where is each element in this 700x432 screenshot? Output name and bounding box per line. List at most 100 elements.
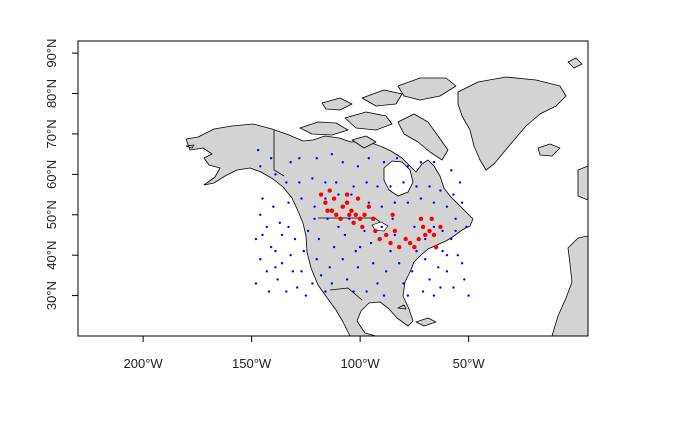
aleutian-islands xyxy=(185,144,195,149)
blue-point xyxy=(267,290,271,293)
red-point xyxy=(323,200,328,205)
blue-point xyxy=(439,189,442,192)
blue-point xyxy=(421,290,425,293)
blue-point xyxy=(402,181,405,184)
y-tick-label: 70°N xyxy=(44,119,59,148)
blue-point xyxy=(380,205,384,208)
blue-point xyxy=(415,249,418,253)
blue-point xyxy=(300,197,303,200)
blue-point xyxy=(261,233,264,237)
plot-frame xyxy=(77,40,589,337)
blue-point xyxy=(274,173,277,176)
red-point xyxy=(396,244,402,250)
blue-point xyxy=(450,169,453,172)
arctic-island xyxy=(299,121,349,136)
red-point xyxy=(388,240,393,246)
blue-point xyxy=(259,213,262,216)
blue-point xyxy=(454,217,457,221)
blue-point xyxy=(395,156,399,160)
blue-point xyxy=(304,294,308,297)
red-point xyxy=(340,204,345,209)
blue-point xyxy=(306,229,310,233)
blue-point xyxy=(460,201,464,204)
blue-point xyxy=(371,262,375,265)
blue-point xyxy=(313,205,316,208)
blue-point xyxy=(424,237,427,241)
y-tick-label: 50°N xyxy=(44,200,59,229)
blue-point xyxy=(287,201,290,204)
arctic-island xyxy=(577,165,588,201)
y-axis: 30°N 40°N 50°N 60°N 70°N 80°N 90°N xyxy=(44,39,78,310)
blue-point xyxy=(452,286,455,289)
blue-point xyxy=(256,148,260,152)
red-point xyxy=(427,228,432,234)
blue-point xyxy=(376,185,379,188)
blue-point xyxy=(456,253,459,257)
blue-point xyxy=(317,237,321,241)
blue-point xyxy=(445,253,449,257)
blue-point xyxy=(313,217,316,221)
caribbean-island xyxy=(415,317,437,327)
us-mexico-border xyxy=(329,287,363,301)
blue-point xyxy=(389,185,392,188)
blue-point xyxy=(261,197,264,200)
blue-point xyxy=(295,286,299,289)
blue-point xyxy=(454,229,457,233)
y-tick-label: 90°N xyxy=(44,39,59,68)
blue-point xyxy=(285,290,288,293)
blue-point xyxy=(332,245,336,249)
blue-point xyxy=(330,282,334,285)
blue-point xyxy=(337,225,340,229)
blue-point xyxy=(463,278,466,281)
blue-point xyxy=(324,290,327,293)
blue-point xyxy=(298,181,301,184)
blue-point xyxy=(289,253,292,257)
red-point xyxy=(407,240,413,246)
blue-point xyxy=(285,181,288,184)
blue-point xyxy=(376,282,379,285)
blue-point xyxy=(276,278,279,281)
blue-point xyxy=(269,156,273,160)
blue-point xyxy=(439,286,442,289)
red-point xyxy=(420,224,426,230)
blue-point xyxy=(441,249,444,253)
blue-point xyxy=(315,156,318,160)
blue-point xyxy=(406,201,410,204)
blue-point xyxy=(413,225,416,229)
blue-point xyxy=(259,165,262,168)
blue-point xyxy=(450,237,453,241)
red-point xyxy=(334,212,339,217)
red-point xyxy=(357,216,363,222)
red-point xyxy=(403,236,408,242)
blue-point xyxy=(382,294,386,297)
blue-point xyxy=(382,161,386,164)
blue-point xyxy=(348,217,351,221)
red-point xyxy=(383,232,389,238)
arctic-island xyxy=(567,57,583,69)
blue-point xyxy=(365,290,368,293)
blue-point xyxy=(411,270,414,273)
blue-point xyxy=(380,225,384,229)
blue-point xyxy=(402,282,405,285)
blue-point xyxy=(432,161,436,164)
blue-point xyxy=(272,205,275,208)
blue-point xyxy=(432,225,436,229)
blue-point xyxy=(337,193,340,196)
red-point xyxy=(412,244,417,250)
blue-point xyxy=(406,294,410,297)
red-point xyxy=(360,224,365,230)
red-point xyxy=(433,244,439,250)
blue-point xyxy=(265,270,269,273)
blue-point xyxy=(384,270,388,273)
blue-point xyxy=(358,245,362,249)
blue-point xyxy=(302,249,305,253)
alaska-canada-border xyxy=(273,130,285,177)
blue-point xyxy=(326,217,329,221)
arctic-island xyxy=(361,89,403,107)
blue-point xyxy=(356,266,360,269)
red-point xyxy=(353,212,358,217)
greenland xyxy=(457,76,567,171)
iceland xyxy=(537,143,561,157)
x-tick-label: 150°W xyxy=(232,356,272,371)
blue-point xyxy=(367,201,371,204)
